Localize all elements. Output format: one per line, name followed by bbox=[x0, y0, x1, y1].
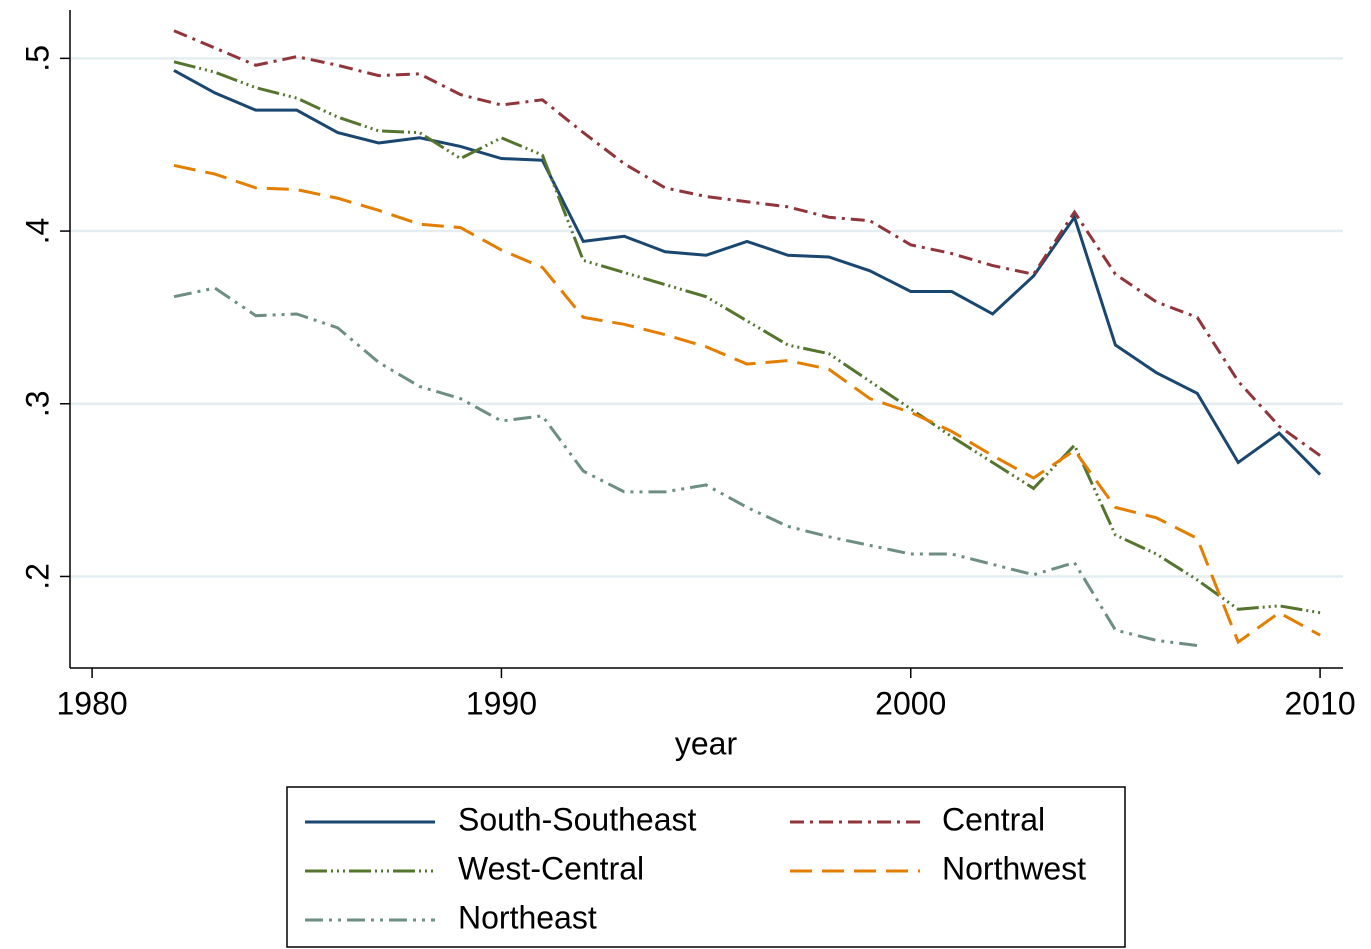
y-tick-label: .3 bbox=[19, 390, 55, 417]
legend-label: Central bbox=[942, 801, 1045, 837]
y-tick-label: .5 bbox=[19, 45, 55, 72]
series-line bbox=[173, 69, 1322, 476]
x-axis-title: year bbox=[675, 725, 738, 761]
legend-label: Northwest bbox=[942, 850, 1086, 886]
y-tick-label: .2 bbox=[19, 563, 55, 590]
x-tick-label: 1990 bbox=[466, 685, 537, 721]
legend-box bbox=[286, 786, 1126, 948]
legend-label: South-Southeast bbox=[458, 801, 697, 837]
y-tick-label: .4 bbox=[19, 218, 55, 245]
series-line bbox=[173, 29, 1321, 457]
legend-label: West-Central bbox=[458, 850, 644, 886]
series-line bbox=[173, 163, 1321, 645]
legend-label: Northeast bbox=[458, 899, 597, 935]
series-line bbox=[173, 60, 1321, 615]
x-tick-label: 1980 bbox=[57, 685, 128, 721]
x-tick-label: 2010 bbox=[1284, 685, 1355, 721]
series-line bbox=[173, 286, 1198, 648]
x-tick-label: 2000 bbox=[875, 685, 946, 721]
